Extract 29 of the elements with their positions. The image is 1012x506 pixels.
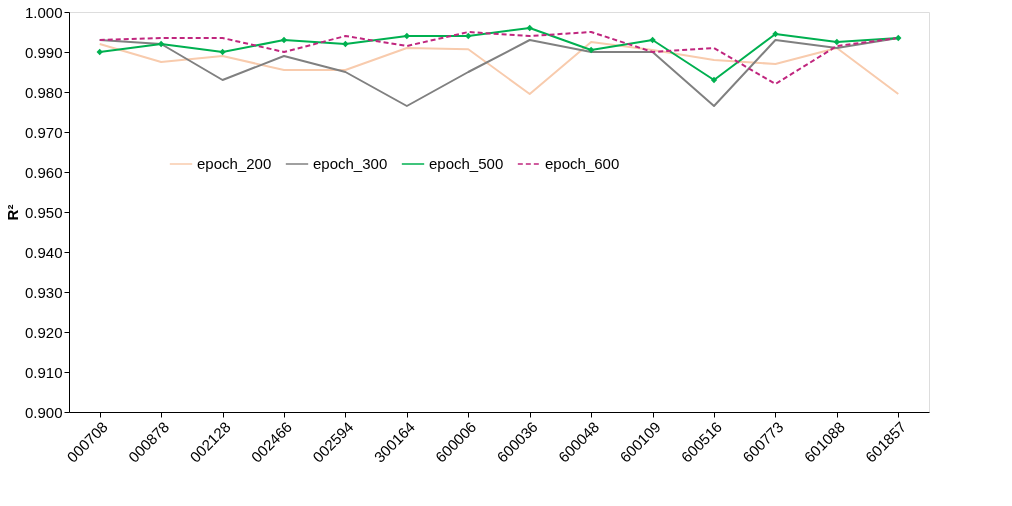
y-tick-label: 1.000 bbox=[24, 3, 63, 21]
point bbox=[587, 46, 595, 54]
y-tick-label: 0.980 bbox=[24, 83, 63, 101]
point bbox=[342, 40, 349, 48]
point bbox=[833, 38, 841, 46]
y-axis-title: R² bbox=[3, 204, 21, 221]
point bbox=[526, 24, 533, 32]
legend-label: epoch_600 bbox=[545, 155, 620, 172]
y-tick-label: 0.900 bbox=[24, 403, 63, 421]
y-tick-label: 0.910 bbox=[24, 363, 63, 381]
y-tick-label: 0.970 bbox=[24, 123, 63, 141]
legend-label: epoch_500 bbox=[429, 155, 504, 172]
point bbox=[649, 36, 656, 44]
y-tick-label: 0.920 bbox=[24, 323, 63, 341]
point bbox=[772, 30, 779, 38]
point bbox=[465, 32, 472, 40]
y-tick-label: 0.960 bbox=[24, 163, 63, 181]
point bbox=[157, 40, 165, 48]
point bbox=[280, 36, 288, 44]
y-tick-label: 0.940 bbox=[24, 243, 63, 261]
point bbox=[96, 48, 103, 56]
legend-label: epoch_300 bbox=[313, 155, 388, 172]
point bbox=[710, 76, 718, 84]
point bbox=[219, 48, 226, 56]
y-tick-label: 0.950 bbox=[24, 203, 63, 221]
y-tick-label: 0.990 bbox=[24, 43, 63, 61]
y-tick-label: 0.930 bbox=[24, 283, 63, 301]
legend-label: epoch_200 bbox=[197, 155, 272, 172]
point bbox=[895, 34, 902, 42]
